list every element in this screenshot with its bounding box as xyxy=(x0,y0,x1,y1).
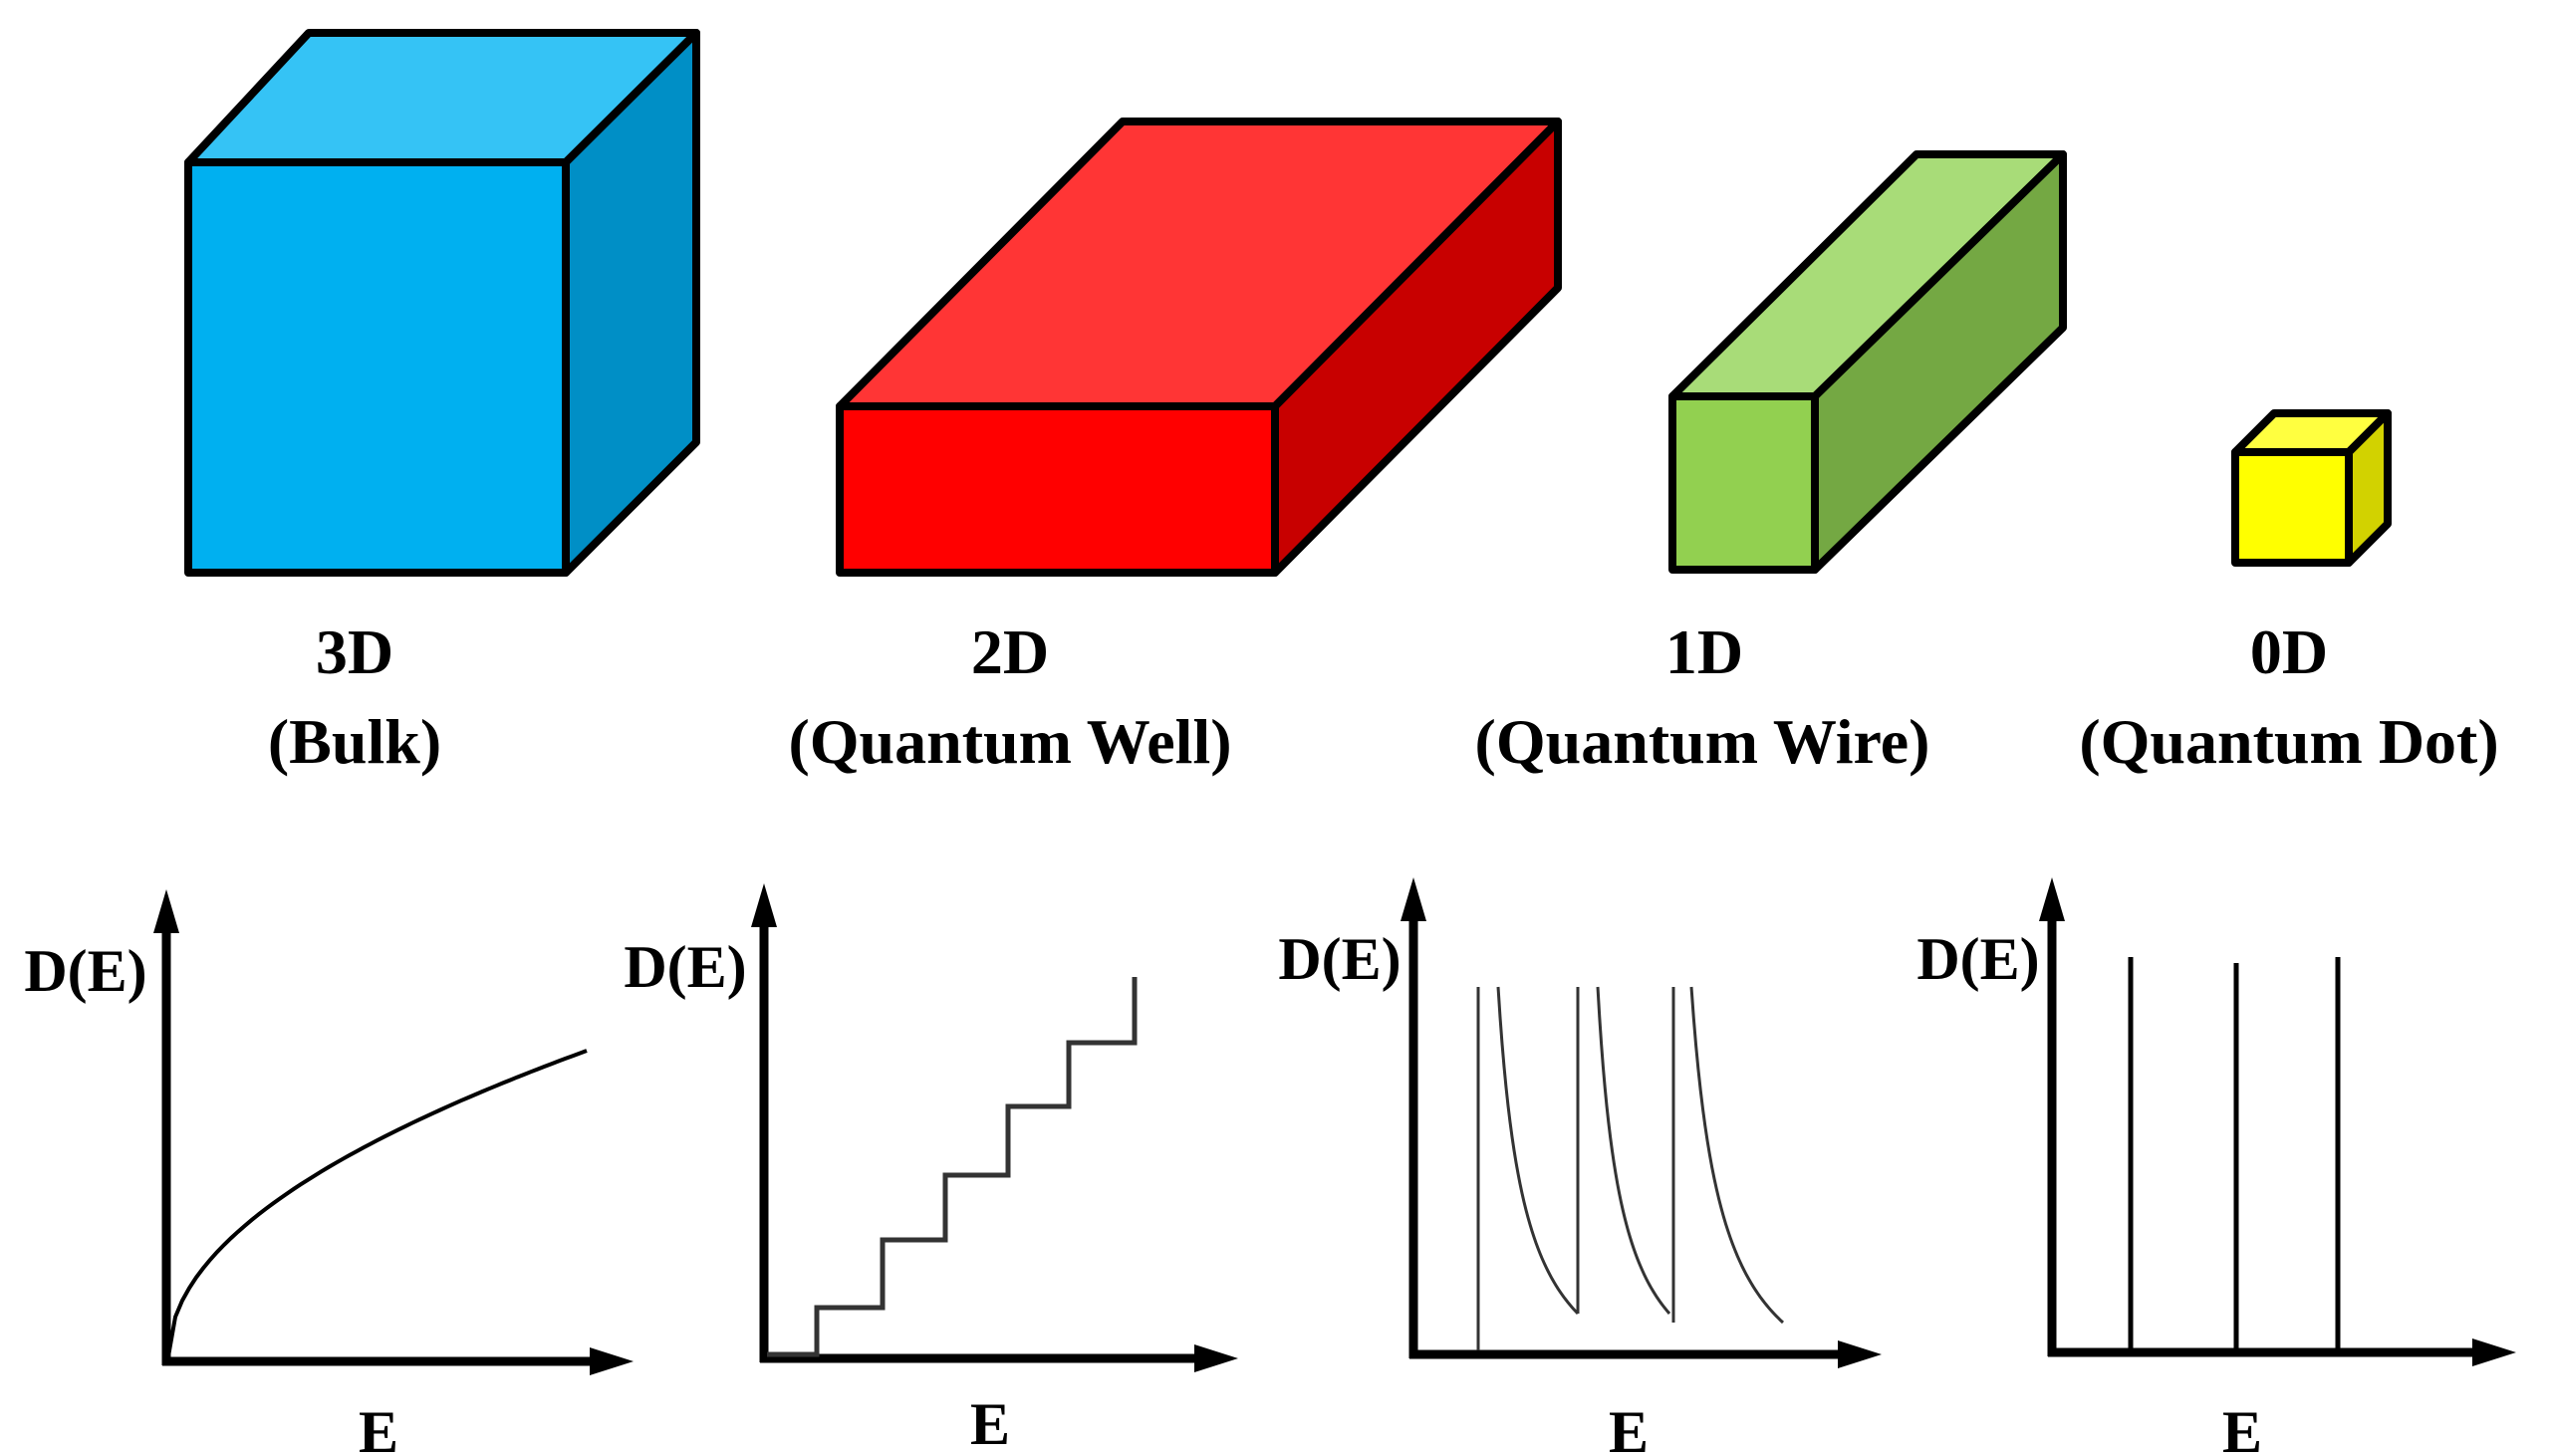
plot-1d-decay-curve xyxy=(1596,986,1671,1315)
plot-1d-x-arrow-icon xyxy=(1838,1340,1882,1368)
dos-plots xyxy=(153,877,2516,1375)
plot-0d-x-arrow-icon xyxy=(2472,1338,2516,1366)
plot-3d-curve xyxy=(166,1049,588,1357)
quantum-well-slab xyxy=(836,118,1562,577)
quantum-dot-cube xyxy=(2231,409,2392,567)
dot-name-label: (Quantum Dot) xyxy=(2079,706,2498,777)
plot-0d-y-arrow-icon xyxy=(2039,877,2065,921)
quantum-wire-bar xyxy=(1668,150,2067,574)
bulk-cube xyxy=(184,29,700,577)
quantum-wire-front xyxy=(1668,392,1819,574)
bulk-name-label: (Bulk) xyxy=(268,706,441,777)
plot-3d-ylabel: D(E) xyxy=(24,938,146,1004)
dot-dim-label: 0D xyxy=(2250,616,2328,687)
plot-3d-x-arrow-icon xyxy=(590,1347,634,1375)
wire-dim-label: 1D xyxy=(1665,616,1743,687)
plot-2d-x-arrow-icon xyxy=(1194,1344,1238,1372)
plot-2d-xlabel: E xyxy=(970,1391,1010,1456)
well-dim-label: 2D xyxy=(971,616,1049,687)
plot-2d-staircase xyxy=(767,977,1138,1357)
plot-1d-ylabel: D(E) xyxy=(1278,926,1401,992)
plot-3d-xlabel: E xyxy=(359,1399,398,1456)
plot-3d-y-arrow-icon xyxy=(153,889,179,933)
plot-1d-y-arrow-icon xyxy=(1401,877,1426,921)
quantum-dot-front xyxy=(2231,448,2353,567)
well-name-label: (Quantum Well) xyxy=(788,706,1231,777)
plot-0d-xlabel: E xyxy=(2222,1399,2262,1456)
plot-1d-decay-curve xyxy=(1689,986,1785,1325)
quantum-well-front xyxy=(836,402,1279,577)
plot-1d-xlabel: E xyxy=(1609,1399,1649,1456)
bulk-dim-label: 3D xyxy=(316,616,393,687)
plot-2d-ylabel: D(E) xyxy=(624,934,746,1000)
bulk-cube-front xyxy=(184,158,570,577)
plot-1d-decay-curve xyxy=(1496,986,1580,1316)
plot-2d-y-arrow-icon xyxy=(751,883,777,927)
plot-0d-ylabel: D(E) xyxy=(1916,926,2039,992)
wire-name-label: (Quantum Wire) xyxy=(1475,706,1930,777)
